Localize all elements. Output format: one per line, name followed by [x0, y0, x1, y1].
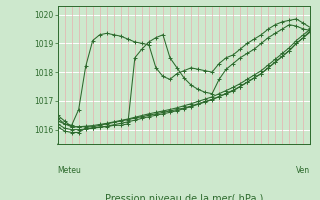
Text: Meteu: Meteu: [58, 166, 82, 175]
Text: Ven: Ven: [296, 166, 310, 175]
Text: Pression niveau de la mer( hPa ): Pression niveau de la mer( hPa ): [105, 194, 263, 200]
